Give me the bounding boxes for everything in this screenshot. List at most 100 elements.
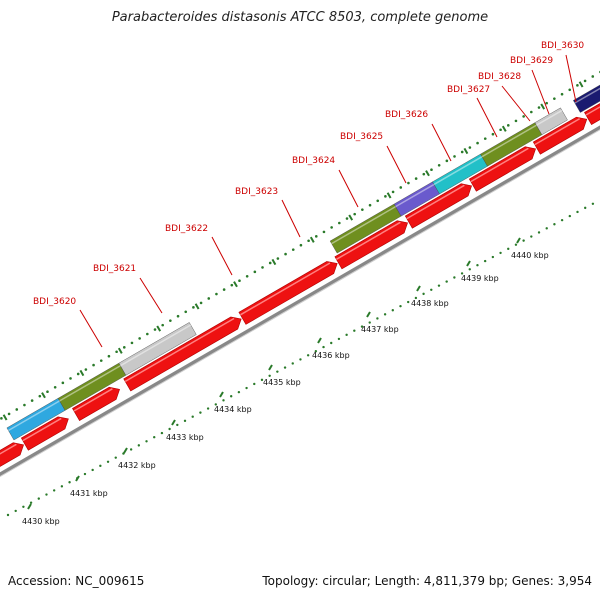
feature-box-highlight <box>395 183 435 208</box>
tick-dot <box>422 172 426 176</box>
ruler-dot <box>353 329 356 332</box>
tick-dot <box>107 354 111 358</box>
tick-mark <box>463 147 469 155</box>
tick-dot <box>330 226 333 229</box>
tick-dot <box>268 261 272 265</box>
tick-dot <box>46 390 49 394</box>
ruler-dot <box>229 395 233 398</box>
ruler-dot <box>283 366 287 369</box>
kbp-tick <box>516 237 521 244</box>
cds-arrow <box>404 183 472 229</box>
locus-leader <box>79 309 103 348</box>
ruler-dot <box>160 431 164 435</box>
feature-box <box>573 84 600 113</box>
tick-dot <box>153 328 157 331</box>
cds-arrow <box>72 386 120 421</box>
kbp-tick <box>466 260 471 267</box>
ruler-dot <box>291 362 294 365</box>
cds-arrow <box>238 261 338 325</box>
ruler-dot <box>22 505 25 509</box>
locus-label: BDI_3627 <box>447 85 490 95</box>
tick-dot <box>99 359 103 362</box>
feature-box-highlight <box>481 124 537 158</box>
tick-dot <box>314 235 318 238</box>
tick-dot <box>530 110 533 114</box>
locus-leaders <box>79 54 577 348</box>
locus-leader <box>386 145 407 184</box>
cds-arrow-highlight <box>0 443 17 455</box>
tick-dot <box>568 88 572 92</box>
tick-dot <box>368 203 372 207</box>
locus-label: BDI_3629 <box>510 56 553 66</box>
kbp-labels: 4430 kbp 4431 kbp 4432 kbp 4433 kbp 4434 kbp… <box>22 237 549 526</box>
tick-mark <box>233 281 238 288</box>
ruler-dot <box>591 202 595 205</box>
ruler-dot <box>68 481 71 484</box>
ruler-dot <box>522 239 525 242</box>
cds-arrow-highlight <box>585 106 600 116</box>
tick-dot <box>15 408 19 411</box>
tick-mark <box>194 303 200 310</box>
genome-summary: Topology: circular; Length: 4,811,379 bp… <box>262 574 592 588</box>
tick-dot <box>407 181 410 185</box>
tick-mark <box>425 170 430 177</box>
ruler-dot <box>14 509 17 513</box>
ruler-dot <box>222 399 225 402</box>
kbp-label: 4434 kbp <box>214 405 252 414</box>
tick-dot <box>491 132 495 136</box>
ruler-dot <box>576 210 579 214</box>
tick-dot <box>537 106 541 109</box>
ruler-dot <box>60 485 64 488</box>
tick-mark <box>79 369 85 377</box>
backbone-line <box>0 125 600 477</box>
tick-dot <box>76 372 80 376</box>
ruler-dot <box>83 472 87 476</box>
locus-label: BDI_3620 <box>33 297 76 307</box>
ruler-dot <box>430 288 433 291</box>
kbp-tick <box>268 364 273 371</box>
tick-mark <box>41 392 46 399</box>
tick-dot <box>222 288 226 291</box>
locus-label: BDI_3623 <box>235 187 278 197</box>
ruler-dot <box>507 247 510 251</box>
cds-arrow <box>0 442 24 467</box>
tick-dot <box>115 350 118 354</box>
ruler-dot <box>399 304 402 308</box>
tick-dot <box>322 230 326 234</box>
tick-dot <box>391 190 395 194</box>
cds-arrow-highlight <box>336 221 401 260</box>
tick-dot <box>7 412 11 416</box>
tick-dot <box>345 217 349 220</box>
cds-arrow <box>20 416 69 451</box>
feature-box-highlight <box>59 365 121 402</box>
kbp-label: 4432 kbp <box>118 461 156 470</box>
ruler-dot <box>314 350 318 353</box>
ruler-dot <box>437 284 441 287</box>
tick-dot <box>122 346 126 349</box>
locus-leader <box>338 169 359 208</box>
tick-dot <box>468 146 472 149</box>
cds-track <box>0 103 600 467</box>
ruler-dot <box>560 218 564 222</box>
ruler-dot <box>183 419 187 423</box>
ruler-dot <box>306 354 310 357</box>
ruler-dot <box>360 325 364 328</box>
tick-dot <box>207 297 211 300</box>
ruler-dot <box>330 341 333 345</box>
tick-dot <box>499 128 502 132</box>
ruler-dot <box>584 206 587 210</box>
kbp-tick <box>27 503 32 510</box>
kbp-tick <box>123 447 128 454</box>
locus-label: BDI_3625 <box>340 132 383 142</box>
ruler-dot <box>322 345 325 349</box>
tick-dot <box>361 208 364 211</box>
ruler-dot <box>191 415 194 418</box>
tick-dot <box>445 159 449 163</box>
ruler-dot <box>137 444 141 447</box>
ruler-dot <box>99 464 102 468</box>
tick-dot <box>199 301 203 305</box>
tick-mark <box>271 258 277 266</box>
ruler-dot <box>206 407 210 410</box>
ruler-dot <box>106 460 110 463</box>
ruler-dot <box>422 292 425 296</box>
